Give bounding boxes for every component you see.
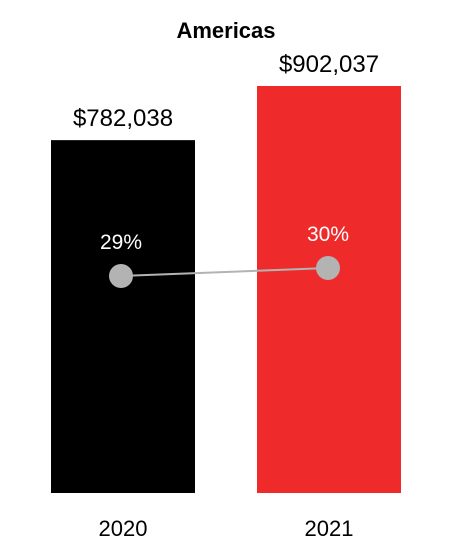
bar-2020 — [51, 140, 195, 493]
bar-2021 — [257, 86, 401, 493]
pct-label-2021: 30% — [307, 223, 349, 246]
pct-label-2020: 29% — [100, 231, 142, 254]
bar-value-label-2021: $902,037 — [279, 51, 379, 78]
bar-value-label-2020: $782,038 — [73, 105, 173, 132]
x-axis: 2020 2021 — [99, 516, 354, 541]
bars-group: $782,038 $902,037 — [51, 51, 401, 493]
pct-point-2020 — [109, 264, 133, 288]
x-tick-label-2020: 2020 — [99, 516, 148, 541]
x-tick-label-2021: 2021 — [305, 516, 354, 541]
line-group: 29% 30% — [100, 223, 349, 288]
pct-series-line — [120, 267, 329, 277]
chart-title: Americas — [176, 18, 275, 43]
pct-point-2021 — [316, 256, 340, 280]
